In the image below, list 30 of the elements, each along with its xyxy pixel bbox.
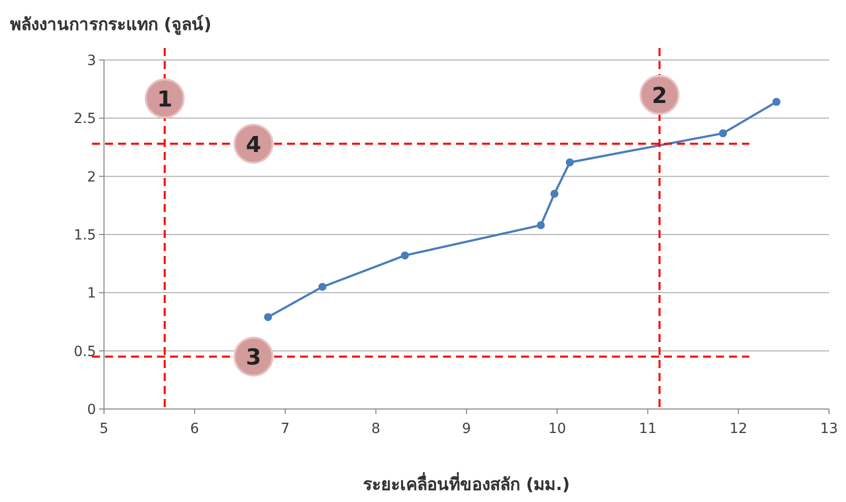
point xyxy=(400,251,409,260)
annotation: 4 xyxy=(246,132,262,158)
x-tick-label: 13 xyxy=(820,421,838,437)
x-tick-label: 10 xyxy=(548,421,566,437)
point xyxy=(264,313,272,322)
annotation: 1 xyxy=(157,87,172,112)
x-tick-label: 7 xyxy=(280,421,290,437)
y-tick-label: 0 xyxy=(87,402,96,418)
x-tick-label: 11 xyxy=(638,421,657,437)
point xyxy=(550,190,558,198)
x-axis-title: ระยะเคลื่อนที่ของสลัก (มม.) xyxy=(363,472,570,495)
point xyxy=(566,158,574,166)
point xyxy=(772,98,780,106)
y-tick-label: 1.5 xyxy=(74,228,96,244)
y-axis-title: พลังงานการกระแทก (จูลน์) xyxy=(10,14,212,36)
y-tick-label: 2 xyxy=(87,169,96,186)
point xyxy=(318,282,326,291)
x-tick-label: 9 xyxy=(462,421,471,437)
y-tick-label: 0.5 xyxy=(74,344,96,360)
y-tick-label: 1 xyxy=(87,286,96,302)
x-tick-label: 6 xyxy=(190,421,200,437)
y-tick-label: 3 xyxy=(87,53,96,69)
x-tick-label: 8 xyxy=(371,421,380,437)
x-tick-label: 12 xyxy=(729,421,748,437)
x-tick-label: 5 xyxy=(100,421,108,437)
annotation: 2 xyxy=(652,84,668,109)
point xyxy=(718,129,727,138)
y-tick-label: 2.5 xyxy=(74,111,96,128)
point xyxy=(536,221,545,230)
annotation: 3 xyxy=(246,346,262,371)
